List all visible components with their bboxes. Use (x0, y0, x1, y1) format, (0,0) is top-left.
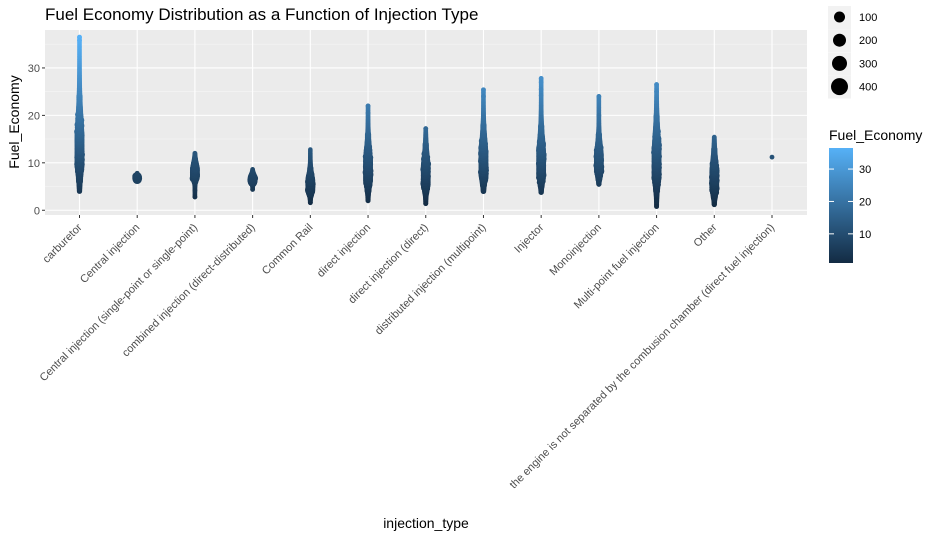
y-tick-label: 10 (28, 158, 40, 170)
data-point (654, 89, 659, 95)
color-legend-label: 30 (859, 164, 871, 176)
size-legend-label: 100 (859, 12, 877, 24)
size-legend-dot (832, 55, 847, 71)
data-point (654, 197, 659, 203)
data-point (134, 170, 140, 176)
data-point (769, 154, 775, 160)
size-legend-dot (831, 78, 848, 96)
data-point (365, 110, 371, 116)
x-tick-label: distributed injection (multipoint) (373, 222, 489, 338)
data-point (481, 94, 486, 99)
data-point (538, 79, 544, 85)
x-tick-label: direct injection (315, 222, 373, 280)
data-point (538, 75, 544, 81)
data-point (192, 187, 198, 193)
x-axis-label: injection_type (383, 515, 469, 531)
data-point (711, 202, 717, 207)
data-point (365, 103, 371, 109)
data-point (250, 167, 256, 172)
y-tick-label: 30 (28, 63, 40, 75)
size-legend-dot (833, 33, 846, 47)
data-point (654, 204, 659, 209)
x-tick-label: combined injection (direct-distributed) (120, 222, 258, 360)
x-tick-label: Central injection (78, 222, 142, 286)
y-tick-label: 20 (28, 110, 40, 122)
data-point (596, 94, 602, 99)
size-legend-label: 200 (859, 35, 877, 47)
data-point (654, 82, 659, 87)
data-point (538, 86, 544, 92)
data-point (308, 147, 313, 152)
color-legend: Fuel_Economy 30 20 10 (829, 127, 922, 263)
size-legend-label: 300 (859, 58, 877, 70)
size-legend-label: 400 (859, 82, 877, 94)
color-legend-bar (829, 148, 853, 263)
data-point (711, 134, 717, 140)
data-point (538, 93, 544, 98)
color-legend-title: Fuel_Economy (829, 127, 922, 143)
x-tick-label: Monoinjection (548, 222, 604, 278)
y-tick-label: 0 (34, 205, 40, 217)
x-tick-label: Other (691, 221, 719, 249)
data-point (307, 197, 313, 203)
color-legend-label: 10 (859, 229, 871, 241)
x-tick-label: Injector (512, 221, 546, 255)
y-axis-ticks: 0 10 20 30 (28, 63, 45, 217)
data-points (74, 34, 775, 209)
data-point (596, 112, 602, 118)
data-point (250, 186, 256, 192)
x-tick-label: Common Rail (260, 222, 316, 278)
data-point (77, 34, 82, 40)
data-point (423, 201, 429, 207)
size-legend-dot (834, 11, 845, 23)
chart-title: Fuel Economy Distribution as a Function … (45, 5, 478, 24)
y-axis-label: Fuel_Economy (6, 75, 22, 168)
x-tick-label: carburetor (41, 221, 85, 265)
data-point (77, 38, 82, 43)
data-point (192, 150, 198, 156)
size-legend: 100 200 300 400 (828, 6, 877, 99)
color-legend-label: 20 (859, 196, 871, 208)
data-point (192, 194, 198, 200)
data-point (481, 87, 486, 93)
x-tick-label: the engine is not separated by the combu… (507, 222, 777, 492)
data-point (423, 126, 429, 132)
